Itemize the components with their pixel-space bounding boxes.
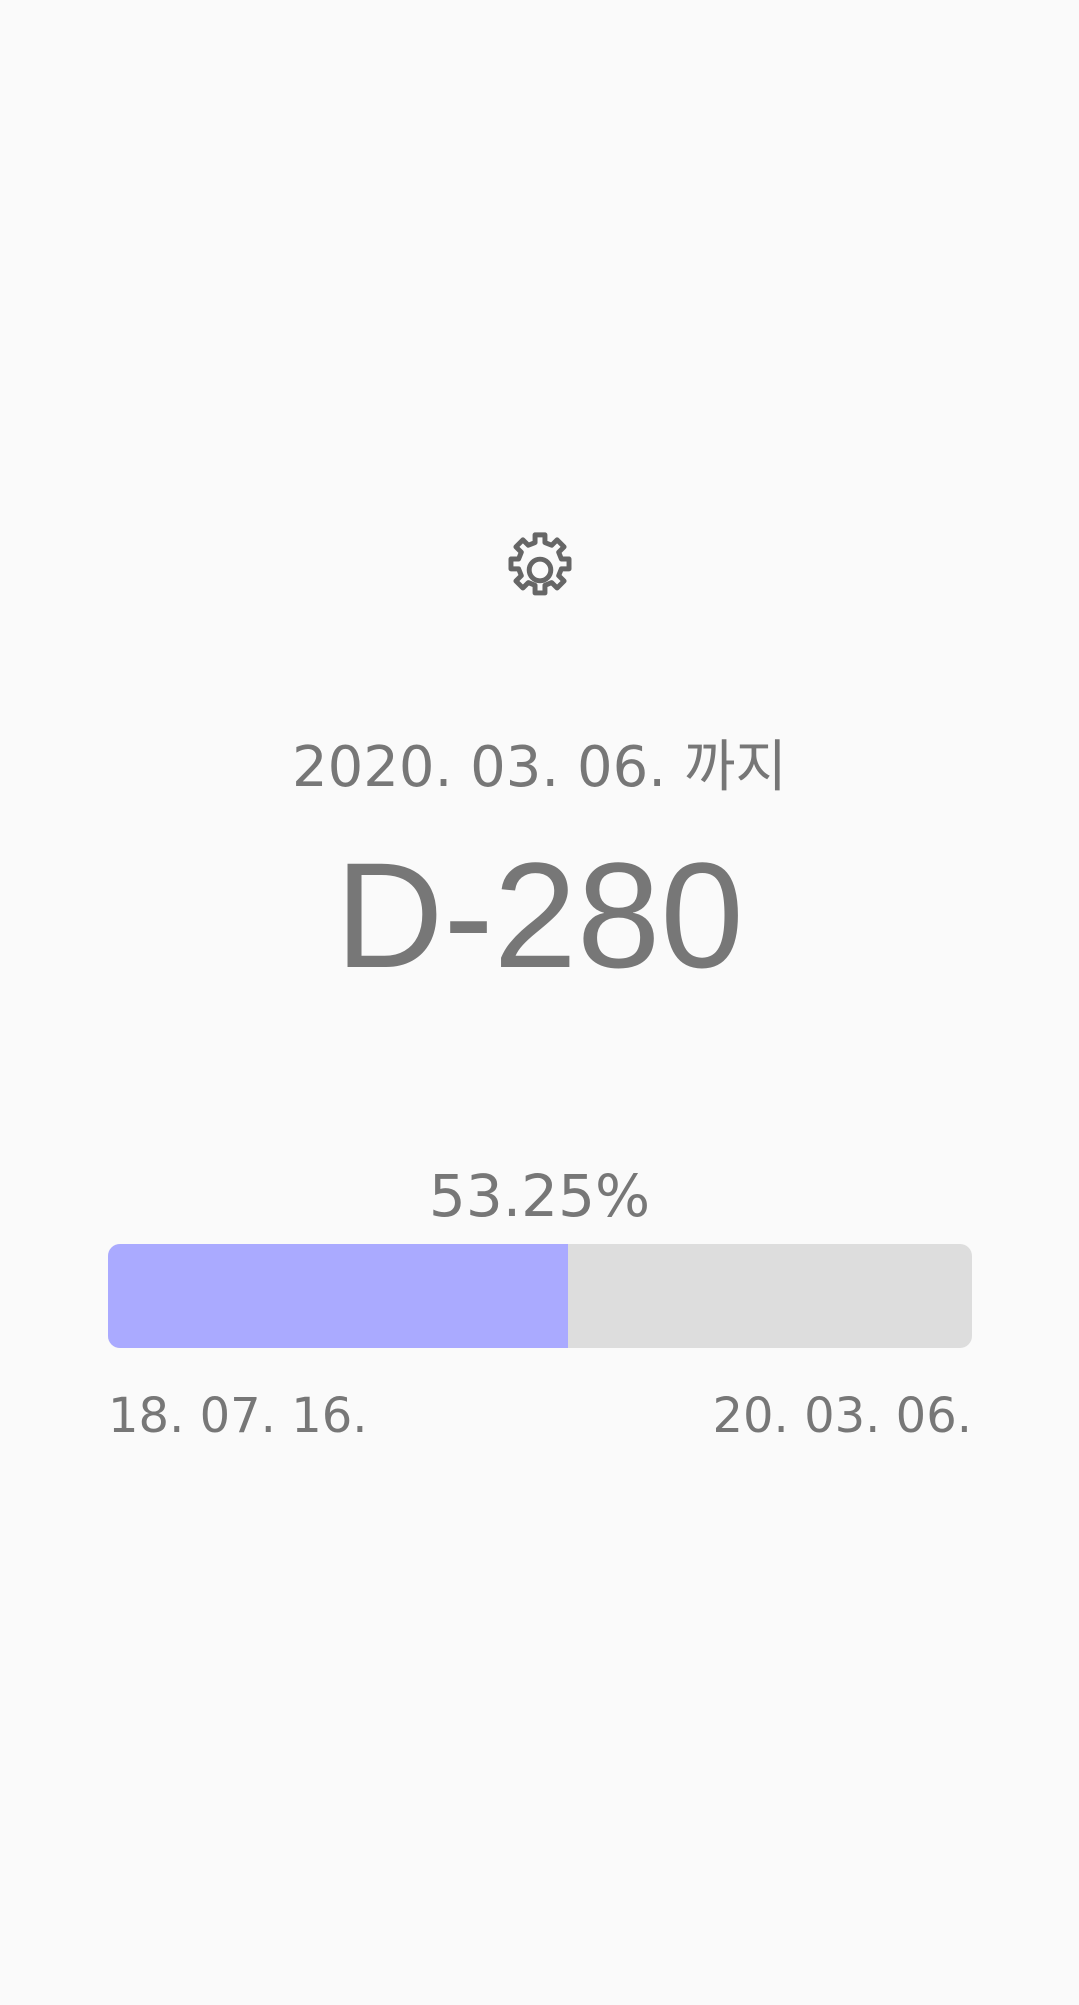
gear-icon — [486, 516, 594, 628]
dday-counter: D-280 — [335, 831, 744, 999]
progress-bar-fill — [108, 1244, 569, 1348]
target-date-label: 2020. 03. 06. 까지 — [292, 735, 787, 800]
settings-button[interactable] — [480, 517, 600, 627]
progress-bar — [108, 1244, 972, 1348]
end-date-label: 20. 03. 06. — [712, 1388, 972, 1444]
progress-percent: 53.25% — [428, 1162, 651, 1230]
start-date-label: 18. 07. 16. — [108, 1388, 368, 1444]
